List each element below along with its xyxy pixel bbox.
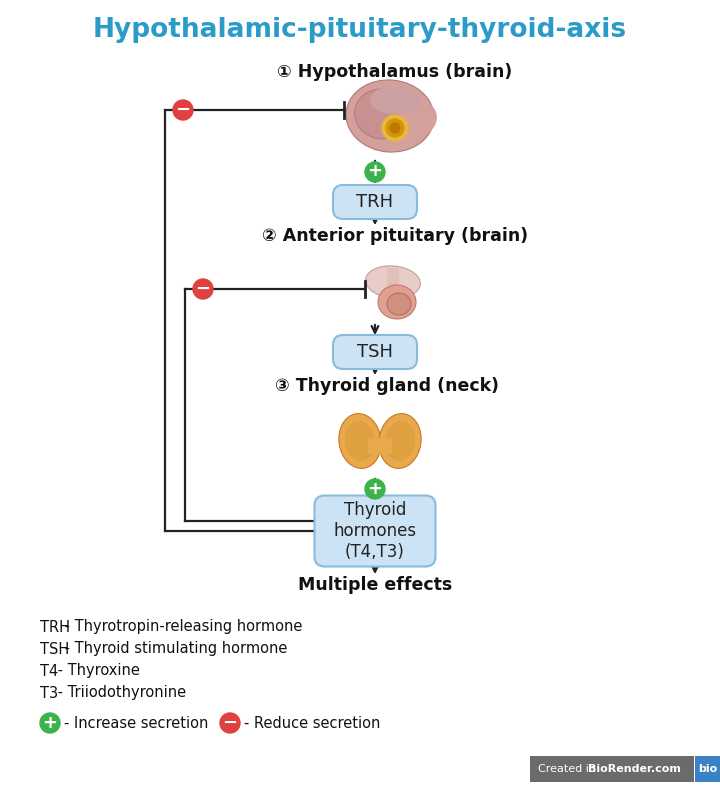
Ellipse shape [345,421,375,461]
Circle shape [40,713,60,733]
FancyBboxPatch shape [530,756,694,782]
Text: - Thyroxine: - Thyroxine [53,664,140,679]
Ellipse shape [379,413,421,468]
Ellipse shape [346,80,434,152]
Text: Thyroid
hormones
(T4,T3): Thyroid hormones (T4,T3) [333,501,417,561]
Text: bio: bio [698,764,718,774]
Ellipse shape [366,266,420,298]
Text: −: − [195,280,210,298]
Ellipse shape [378,285,416,319]
Text: +: + [367,479,382,497]
Text: TSH: TSH [40,642,69,657]
Ellipse shape [339,413,381,468]
Text: ③ Thyroid gland (neck): ③ Thyroid gland (neck) [275,377,499,395]
Text: +: + [367,162,382,181]
Circle shape [386,119,404,137]
Text: TRH: TRH [356,193,394,211]
Text: - Increase secretion: - Increase secretion [64,715,208,730]
FancyBboxPatch shape [315,496,436,566]
Text: - Reduce secretion: - Reduce secretion [244,715,380,730]
Text: - Triiodothyronine: - Triiodothyronine [53,686,186,700]
Text: TSH: TSH [357,343,393,361]
Circle shape [220,713,240,733]
Text: T4: T4 [40,664,58,679]
FancyBboxPatch shape [333,185,417,219]
Text: ① Hypothalamus (brain): ① Hypothalamus (brain) [277,63,513,81]
Bar [387,268,399,286]
Circle shape [365,162,385,182]
Text: Created in: Created in [538,764,600,774]
Circle shape [390,123,400,133]
FancyBboxPatch shape [333,335,417,369]
Ellipse shape [370,86,420,114]
FancyBboxPatch shape [695,756,720,782]
Text: Multiple effects: Multiple effects [298,576,452,594]
Text: - Thyroid stimulating hormone: - Thyroid stimulating hormone [60,642,287,657]
Circle shape [173,100,193,120]
Text: −: − [222,714,238,732]
Bar [368,438,392,454]
Circle shape [365,479,385,499]
Text: Hypothalamic-pituitary-thyroid-axis: Hypothalamic-pituitary-thyroid-axis [93,17,627,43]
Text: ② Anterior pituitary (brain): ② Anterior pituitary (brain) [262,227,528,245]
Text: - Thyrotropin-releasing hormone: - Thyrotropin-releasing hormone [60,619,302,634]
Text: −: − [176,101,191,119]
Text: +: + [42,714,58,732]
Text: BioRender.com: BioRender.com [588,764,681,774]
Ellipse shape [354,89,410,139]
Ellipse shape [387,293,411,315]
Text: T3: T3 [40,686,58,700]
Circle shape [382,115,408,141]
Ellipse shape [399,101,437,135]
Text: TRH: TRH [40,619,70,634]
Circle shape [193,279,213,299]
Ellipse shape [385,421,415,461]
